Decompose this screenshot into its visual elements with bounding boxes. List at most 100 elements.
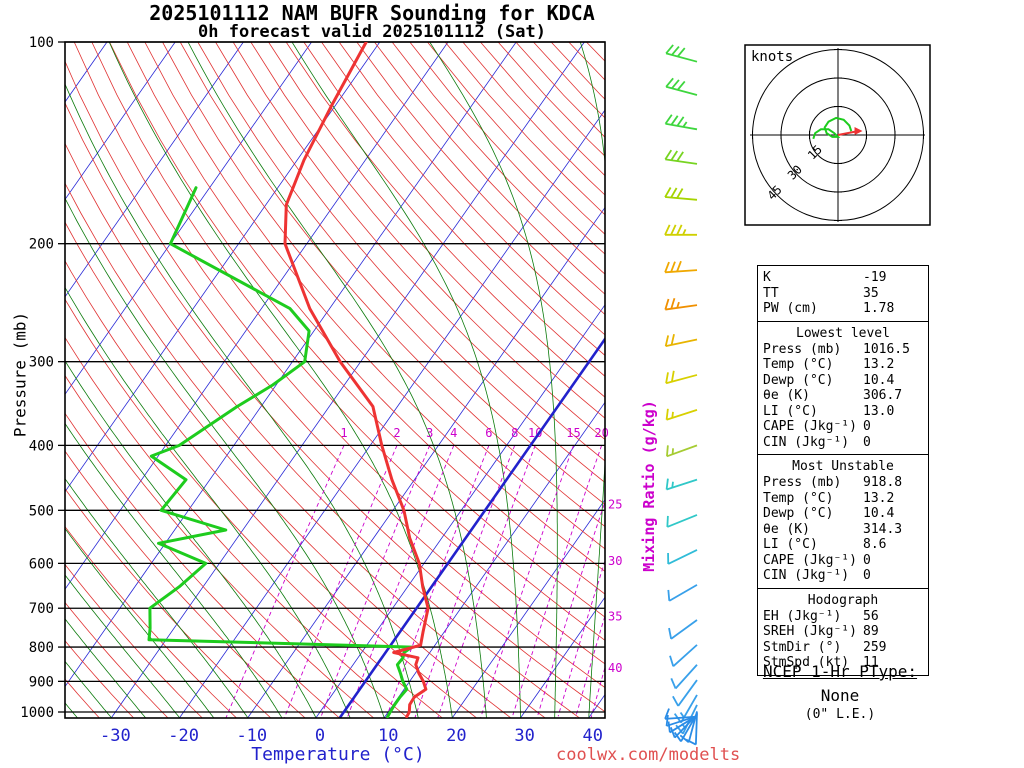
svg-text:-20: -20	[168, 726, 199, 746]
panel-header: Most Unstable	[792, 459, 894, 474]
svg-text:100: 100	[29, 35, 54, 51]
stat-row: EH (Jkg⁻¹) 56	[763, 608, 879, 624]
wind-barb	[665, 77, 698, 96]
svg-text:3: 3	[426, 426, 433, 440]
dewpoint-curve	[147, 186, 414, 718]
stat-row: TT 35	[763, 285, 879, 301]
panel-header: Hodograph	[807, 592, 879, 608]
stats-panel-3: Hodograph EH (Jkg⁻¹) 56 SREH (Jkg⁻¹) 89 StmDi…	[757, 587, 929, 676]
wind-barb-column	[664, 44, 698, 746]
wind-barb	[664, 149, 698, 165]
wind-barb	[665, 408, 698, 421]
wind-barb	[664, 114, 698, 131]
page-title: 2025101112 NAM BUFR Sounding for KDCA	[149, 1, 595, 25]
stat-row: CAPE (Jkg⁻¹) 0	[763, 419, 871, 434]
stats-panels: K -19 TT 35 PW (cm) 1.78 Lowest level Press (mb…	[757, 265, 929, 676]
wind-barb	[670, 664, 698, 690]
stat-row: CIN (Jkg⁻¹) 0	[763, 568, 871, 583]
temperature-axis-label: Temperature (°C)	[251, 744, 425, 765]
page-subtitle: 0h forecast valid 2025101112 (Sat)	[198, 22, 546, 42]
wind-barb	[668, 619, 698, 640]
svg-text:40: 40	[608, 661, 622, 675]
wind-barb	[666, 514, 698, 528]
mixing-ratio-lines	[225, 445, 605, 718]
ptype-title: NCEP 1-Hr PType:	[762, 662, 918, 681]
stat-row: θe (K) 314.3	[763, 521, 903, 537]
stat-row: Temp (°C) 13.2	[763, 490, 895, 506]
ptype-note: (0" L.E.)	[804, 707, 876, 722]
stat-row: LI (°C) 13.0	[763, 403, 895, 419]
wind-barb	[667, 549, 698, 565]
wind-barb	[685, 712, 698, 746]
stat-row: LI (°C) 8.6	[763, 537, 887, 552]
svg-text:30: 30	[608, 554, 622, 568]
stat-row: CAPE (Jkg⁻¹) 0	[763, 552, 871, 568]
ptype-value: None	[820, 686, 860, 705]
wind-barb	[665, 478, 698, 491]
wind-barb	[664, 187, 698, 201]
hodograph-trace	[812, 116, 853, 140]
svg-text:1000: 1000	[20, 705, 54, 721]
stat-row: SREH (Jkg⁻¹) 89	[763, 624, 879, 639]
svg-text:15: 15	[566, 426, 580, 440]
stat-row: CIN (Jkg⁻¹) 0	[763, 434, 871, 450]
wind-barb	[672, 679, 698, 707]
svg-text:0: 0	[315, 726, 325, 746]
highlight-isotherm-line	[338, 336, 605, 718]
stat-row: Dewp (°C) 10.4	[763, 506, 895, 521]
wind-barb	[665, 44, 698, 63]
wind-barb	[665, 370, 698, 385]
svg-text:-30: -30	[100, 726, 131, 746]
stats-panel-0: K -19 TT 35 PW (cm) 1.78	[757, 265, 929, 322]
stat-row: StmDir (°) 259	[763, 639, 887, 655]
svg-text:35: 35	[608, 609, 622, 623]
hodograph-rings	[752, 49, 924, 221]
svg-text:2: 2	[393, 426, 400, 440]
svg-text:20: 20	[594, 426, 608, 440]
stat-row: Dewp (°C) 10.4	[763, 372, 895, 388]
mixing-ratio-axis-label: Mixing Ratio (g/kg)	[640, 400, 658, 572]
svg-text:10: 10	[378, 726, 398, 746]
panel-header: Lowest level	[796, 325, 890, 341]
wind-barb	[664, 333, 698, 348]
svg-text:900: 900	[29, 674, 54, 690]
svg-text:6: 6	[485, 426, 492, 440]
svg-text:800: 800	[29, 640, 54, 656]
stat-row: Press (mb) 1016.5	[763, 341, 910, 357]
hodograph-unit-label: knots	[751, 49, 794, 65]
svg-text:400: 400	[29, 438, 54, 454]
wind-barb	[664, 297, 698, 311]
svg-text:300: 300	[29, 355, 54, 371]
svg-text:700: 700	[29, 601, 54, 617]
wind-barb	[664, 260, 698, 274]
svg-text:200: 200	[29, 237, 54, 253]
wind-barb	[669, 644, 698, 667]
mixing-ratio-labels: 1 2 3 4 6 8 10 15 20 25 30 35 40	[340, 426, 622, 675]
wind-barb	[667, 584, 698, 602]
svg-text:4: 4	[450, 426, 457, 440]
svg-text:20: 20	[446, 726, 466, 746]
svg-text:10: 10	[528, 426, 542, 440]
svg-text:40: 40	[583, 726, 603, 746]
svg-text:25: 25	[608, 497, 622, 511]
stat-row: PW (cm) 1.78	[763, 301, 895, 316]
plot-frame	[64, 41, 606, 719]
pressure-tick-labels: 100 200 300 400 500 600 700 800 900 1000	[20, 35, 54, 721]
wind-barb	[664, 708, 698, 720]
stat-row: Temp (°C) 13.2	[763, 357, 895, 372]
svg-text:500: 500	[29, 503, 54, 519]
stat-row: K -19	[763, 270, 887, 285]
stat-row: Press (mb) 918.8	[763, 475, 903, 490]
svg-text:30: 30	[514, 726, 534, 746]
temperature-tick-labels: -30 -20 -10 0 10 20 30 40	[100, 726, 603, 746]
wind-barb	[666, 444, 698, 458]
svg-text:600: 600	[29, 556, 54, 572]
svg-text:-10: -10	[236, 726, 267, 746]
wind-barb	[664, 224, 697, 236]
watermark-link[interactable]: coolwx.com/modelts	[556, 745, 741, 765]
stat-row: θe (K) 306.7	[763, 388, 903, 403]
stats-panel-1: Lowest level Press (mb) 1016.5 Temp (°C) 13.…	[757, 320, 929, 455]
